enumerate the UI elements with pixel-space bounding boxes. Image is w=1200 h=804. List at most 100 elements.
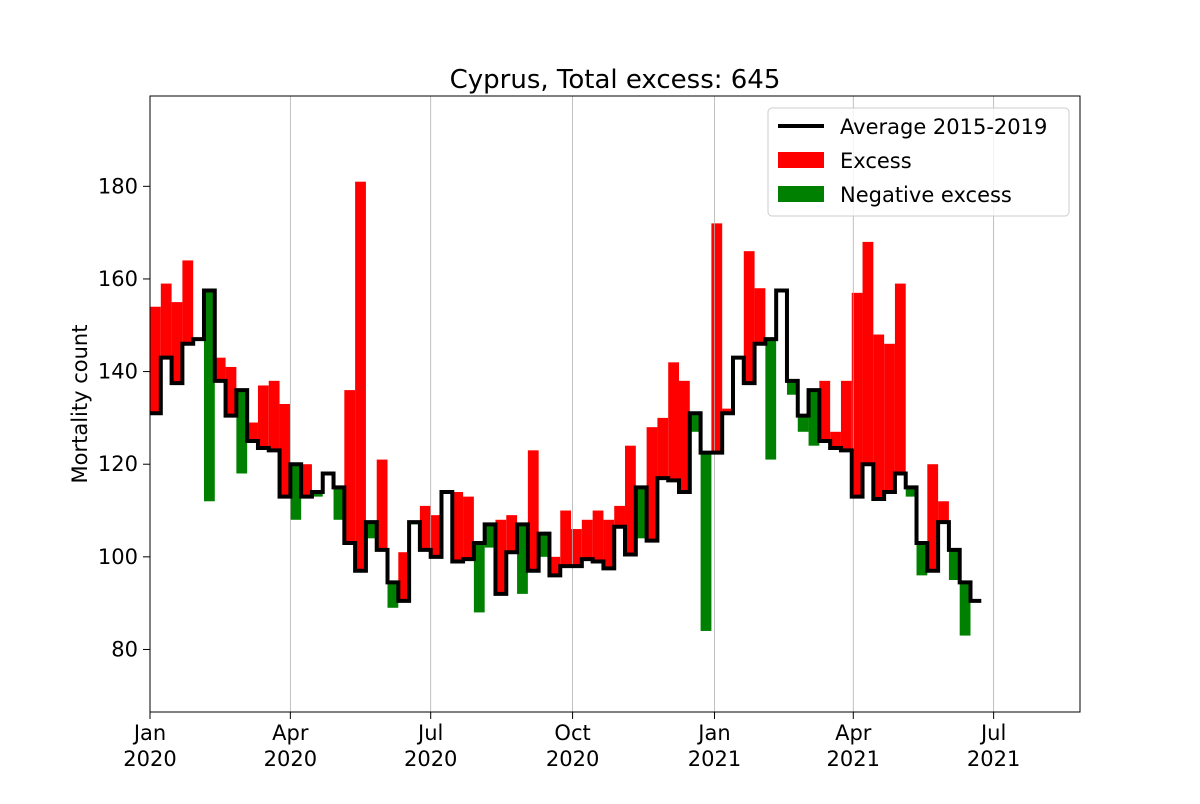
x-tick-label: Jul 2020 [404,721,457,771]
excess-bar [862,241,874,465]
excess-bar [398,552,410,601]
legend-label: Negative excess [840,183,1012,207]
excess-bar [819,380,831,442]
line-layer [150,288,982,603]
x-tick-label-line: 2021 [827,747,880,771]
x-tick-label-line: 2020 [264,747,317,771]
y-tick-label: 180 [98,174,138,198]
excess-bar [225,366,237,416]
negative-excess-bar [765,339,777,460]
x-tick-label-line: 2021 [967,747,1020,771]
x-tick-label-line: 2020 [123,747,176,771]
excess-bar [592,510,604,562]
x-tick-label-line: Apr [835,721,872,745]
x-tick-label: Apr 2020 [264,721,317,771]
excess-bar [884,343,895,492]
excess-bar [527,450,539,571]
excess-bar [743,251,755,384]
negative-excess-bar [797,415,809,432]
y-axis-label: Mortality count [68,325,92,484]
negative-excess-bar [290,464,302,520]
y-tick-label: 140 [98,360,138,384]
negative-excess-bar [538,533,550,557]
excess-bar [549,556,561,576]
excess-bar [344,390,356,543]
negative-excess-bar [700,452,712,631]
excess-bar [376,459,388,550]
negative-excess-bar [786,380,798,395]
excess-bar [495,519,507,594]
legend-box [767,107,1070,217]
x-tick-label-line: Oct [554,721,590,745]
excess-bar [257,385,269,448]
excess-bar [603,519,615,569]
y-tick-label: 160 [98,267,138,291]
excess-bar [171,302,183,384]
negative-excess-bar [473,542,485,613]
negative-excess-bar [635,487,647,539]
chart-title: Cyprus, Total excess: 645 [450,65,781,95]
x-tick-label-line: 2020 [404,747,457,771]
negative-excess-bar [203,290,215,502]
negative-excess-bar [484,524,496,548]
x-tick-label-line: Apr [272,721,309,745]
excess-bar [301,464,312,497]
excess-bar [938,501,949,523]
excess-bar [268,380,280,451]
excess-bar [182,260,194,344]
excess-bar [279,404,291,497]
excess-bar [355,181,366,571]
negative-excess-bar [387,582,399,608]
excess-bar [840,380,852,451]
negative-excess-bar [689,413,701,432]
excess-bar [419,505,431,550]
plot-frame [149,95,1081,713]
excess-bar [657,417,669,479]
excess-bar [160,283,172,358]
y-axis: 80 100 120 140 160 180 [98,174,150,661]
negative-excess-bar [311,492,323,497]
negative-excess-bar [517,524,528,594]
y-tick-label: 80 [111,637,138,661]
excess-bar [668,362,680,481]
excess-bar [851,292,863,497]
excess-bar [614,505,626,527]
negative-excess-bar [365,522,377,539]
x-tick-label-line: Jul [416,721,443,745]
excess-bar [646,427,658,541]
x-tick-label-line: Jan [696,721,730,745]
negative-excess-bar [333,487,345,520]
negative-excess-bar [948,549,960,580]
y-tick-label: 120 [98,452,138,476]
excess-bar [722,408,733,414]
excess-bar [150,306,161,414]
negative-excess-bar [808,390,820,446]
excess-bar [560,510,572,567]
x-tick-label: Oct 2020 [546,721,599,771]
x-tick-label: Jul 2021 [967,721,1020,771]
excess-bar [830,431,841,448]
excess-bar [894,283,906,474]
excess-bar [711,223,723,453]
legend-swatch-excess [778,152,824,168]
x-tick-label-line: Jul [979,721,1006,745]
excess-bar [247,422,258,442]
negative-excess-bar [916,542,928,576]
excess-bar [214,357,226,381]
excess-bar [754,288,766,344]
average-line [150,288,982,603]
x-tick-label: Apr 2021 [827,721,880,771]
excess-bar [571,529,582,567]
x-tick-label-line: 2020 [546,747,599,771]
excess-bar [625,445,636,555]
negative-excess-bar [959,582,971,636]
x-tick-label-line: Jan [132,721,166,745]
excess-bar [430,515,442,557]
excess-bar [679,380,690,492]
legend-swatch-negative [778,186,824,202]
legend: Average 2015-2019 Excess Negative excess [767,107,1070,217]
negative-excess-bar [905,487,917,497]
